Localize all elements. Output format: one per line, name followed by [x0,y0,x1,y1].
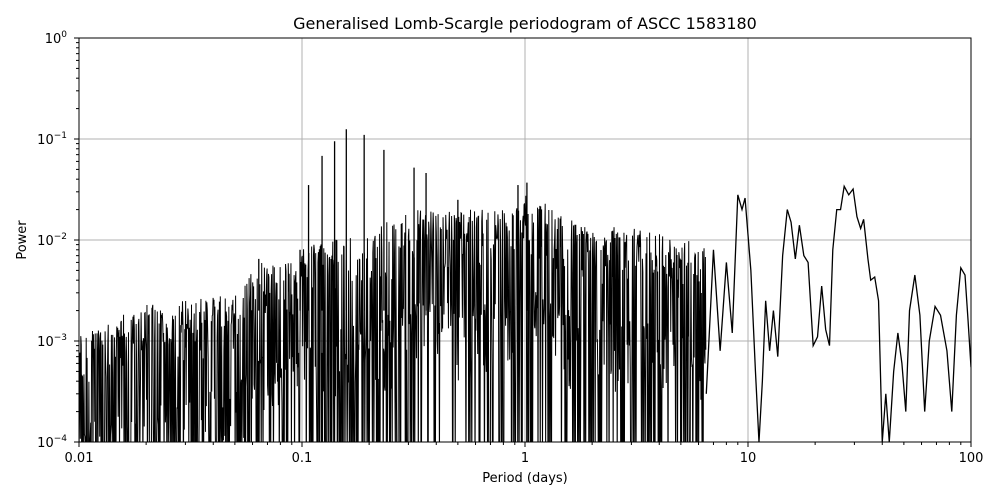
axis-ticks: 0.01 0.1 1 10 100 10−4 10−3 10−2 10−1 100 [37,30,983,466]
data-series [79,184,971,442]
x-tick-label: 100 [959,451,984,466]
x-tick-label: 0.1 [292,451,313,466]
x-tick-label: 1 [521,451,529,466]
y-tick-label: 10−3 [37,333,67,350]
y-tick-label: 10−4 [37,434,67,451]
y-tick-label: 10−2 [37,232,67,249]
x-tick-label: 0.01 [65,451,94,466]
x-tick-label: 10 [740,451,757,466]
x-axis-label: Period (days) [482,471,568,486]
periodogram-dense-region [79,195,707,442]
grid-lines [79,38,971,442]
y-axis-label: Power [15,220,30,260]
y-tick-label: 100 [45,30,68,47]
periodogram-long-period-curve [705,184,971,442]
y-tick-label: 10−1 [37,131,67,148]
periodogram-spikes [258,129,528,311]
chart-title: Generalised Lomb-Scargle periodogram of … [293,14,757,33]
